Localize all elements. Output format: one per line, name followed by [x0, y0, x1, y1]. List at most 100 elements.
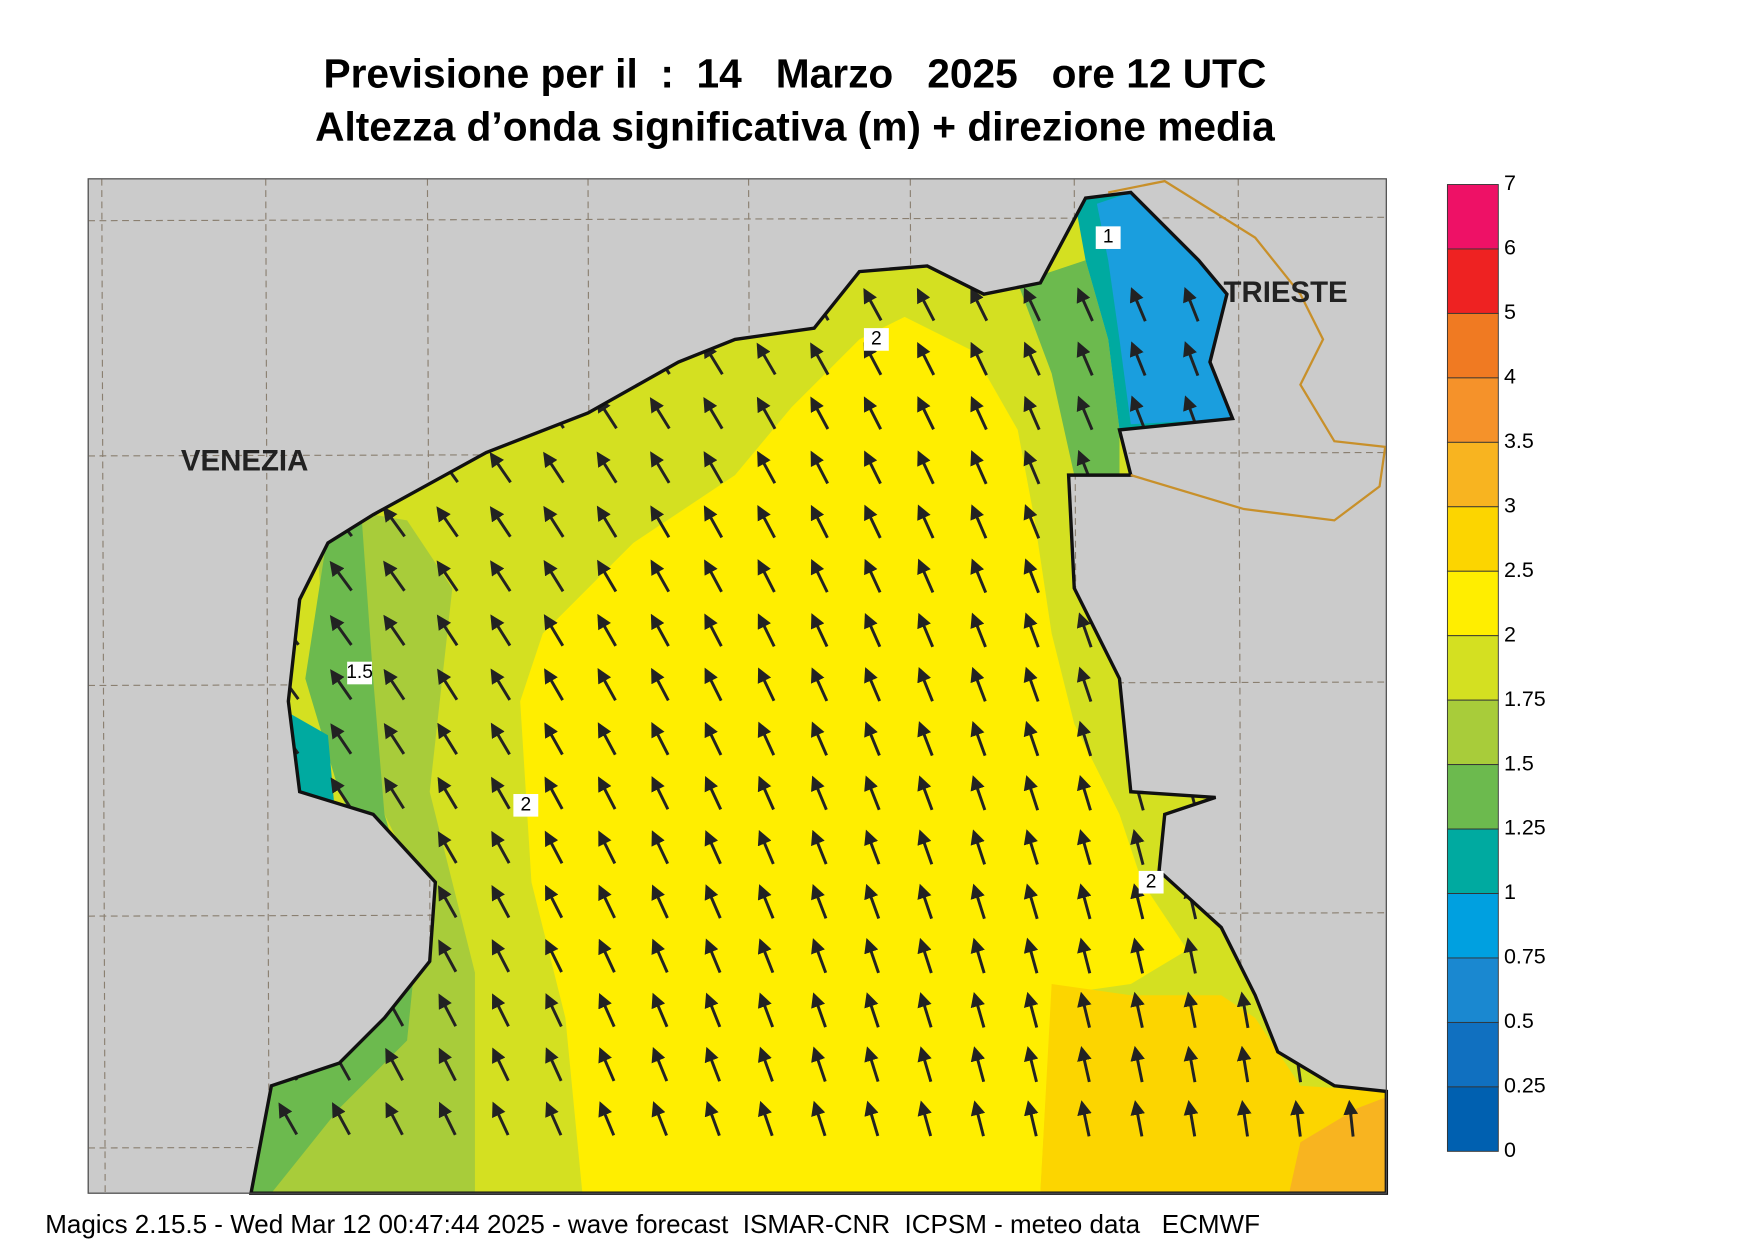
- colorbar-box: [1446, 893, 1499, 959]
- arrow: [917, 558, 935, 594]
- arrow: [651, 667, 670, 702]
- contour-label: 1: [1103, 227, 1114, 248]
- arrow: [489, 506, 512, 538]
- arrow: [757, 829, 775, 865]
- arrow: [970, 341, 988, 376]
- arrow: [864, 1046, 880, 1083]
- arrow: [811, 1046, 827, 1082]
- arrow: [917, 775, 934, 811]
- arrow: [1023, 720, 1040, 757]
- arrow: [704, 613, 723, 647]
- arrow: [917, 937, 933, 974]
- arrow: [491, 939, 511, 973]
- arrow: [651, 938, 669, 973]
- arrow: [1183, 1100, 1199, 1137]
- arrow: [490, 560, 512, 592]
- arrow: [492, 993, 510, 1027]
- arrow: [1077, 774, 1092, 811]
- arrow: [437, 668, 459, 701]
- colorbar-box: [1446, 312, 1499, 379]
- arrow: [1076, 666, 1093, 703]
- arrow: [544, 830, 564, 864]
- arrow: [757, 775, 775, 811]
- arrow: [382, 506, 406, 538]
- arrow: [917, 504, 935, 539]
- arrow: [970, 504, 988, 539]
- contour-label: 2: [520, 794, 531, 815]
- arrow: [1023, 883, 1039, 920]
- arrow: [1236, 1045, 1252, 1083]
- arrow: [864, 721, 881, 756]
- arrow: [383, 723, 406, 755]
- arrow: [810, 396, 830, 430]
- arrow: [1077, 991, 1092, 1028]
- arrow: [596, 505, 618, 538]
- arrow: [970, 612, 987, 648]
- arrow: [757, 992, 775, 1028]
- colorbar-label: 4: [1504, 365, 1516, 389]
- arrow: [704, 884, 722, 919]
- arrow: [436, 614, 459, 647]
- arrow: [864, 829, 881, 865]
- subtitle: Altezza d’onda significativa (m) + direz…: [315, 103, 1275, 149]
- arrow: [438, 1047, 457, 1082]
- arrow: [811, 883, 828, 919]
- colorbar-label: 0.5: [1504, 1009, 1534, 1033]
- arrow: [917, 721, 934, 757]
- arrow: [864, 1100, 880, 1137]
- arrow: [651, 884, 669, 919]
- arrow: [704, 1101, 721, 1137]
- arrow: [1023, 829, 1039, 865]
- arrow: [1076, 720, 1093, 757]
- arrow: [757, 559, 776, 593]
- arrow: [703, 505, 724, 539]
- arrow: [491, 776, 511, 810]
- arrow: [651, 722, 670, 756]
- arrow: [811, 992, 827, 1028]
- arrow: [598, 830, 617, 865]
- zone-200: [520, 316, 1188, 1194]
- arrow: [1023, 287, 1041, 322]
- arrow: [917, 992, 933, 1028]
- arrow: [1076, 395, 1094, 431]
- arrow: [917, 612, 935, 648]
- arrow: [1130, 937, 1145, 974]
- arrow: [704, 938, 722, 974]
- arrow: [329, 560, 353, 592]
- arrow: [383, 560, 406, 592]
- arrow: [970, 287, 989, 322]
- arrow: [1183, 341, 1200, 377]
- arrow: [970, 721, 987, 757]
- colorbar-box: [1446, 441, 1499, 508]
- arrow: [811, 1100, 827, 1137]
- arrow: [1023, 991, 1039, 1028]
- arrow: [545, 1101, 563, 1136]
- arrow: [1130, 1045, 1145, 1083]
- map-frame: [87, 178, 1387, 1194]
- arrow: [1023, 937, 1039, 974]
- arrow: [596, 451, 618, 484]
- footer: Magics 2.15.5 - Wed Mar 12 00:47:44 2025…: [45, 1209, 1260, 1239]
- colorbar-label: 3.5: [1504, 429, 1534, 453]
- arrow: [650, 613, 670, 647]
- arrow: [651, 992, 669, 1028]
- arrow: [1077, 829, 1092, 866]
- arrow: [1076, 287, 1094, 322]
- arrow: [863, 288, 883, 322]
- arrow: [330, 777, 353, 810]
- arrow: [598, 884, 616, 919]
- arrow: [1023, 558, 1040, 594]
- arrow: [545, 884, 564, 919]
- arrow: [385, 1101, 404, 1136]
- arrow: [916, 287, 936, 322]
- arrow: [490, 668, 512, 701]
- colorbar-box: [1446, 1086, 1499, 1152]
- zone-250: [1040, 983, 1387, 1194]
- arrow: [1130, 829, 1145, 866]
- arrow: [970, 558, 988, 594]
- arrow: [1024, 1100, 1039, 1137]
- arrow: [864, 504, 882, 539]
- contour-label: 1.5: [346, 662, 373, 683]
- colorbar: 7 6 5 4 3.5 3 2.5 2 1.75 1.5 1.25 1 0.75 0.5 0.25 0: [1446, 171, 1546, 1162]
